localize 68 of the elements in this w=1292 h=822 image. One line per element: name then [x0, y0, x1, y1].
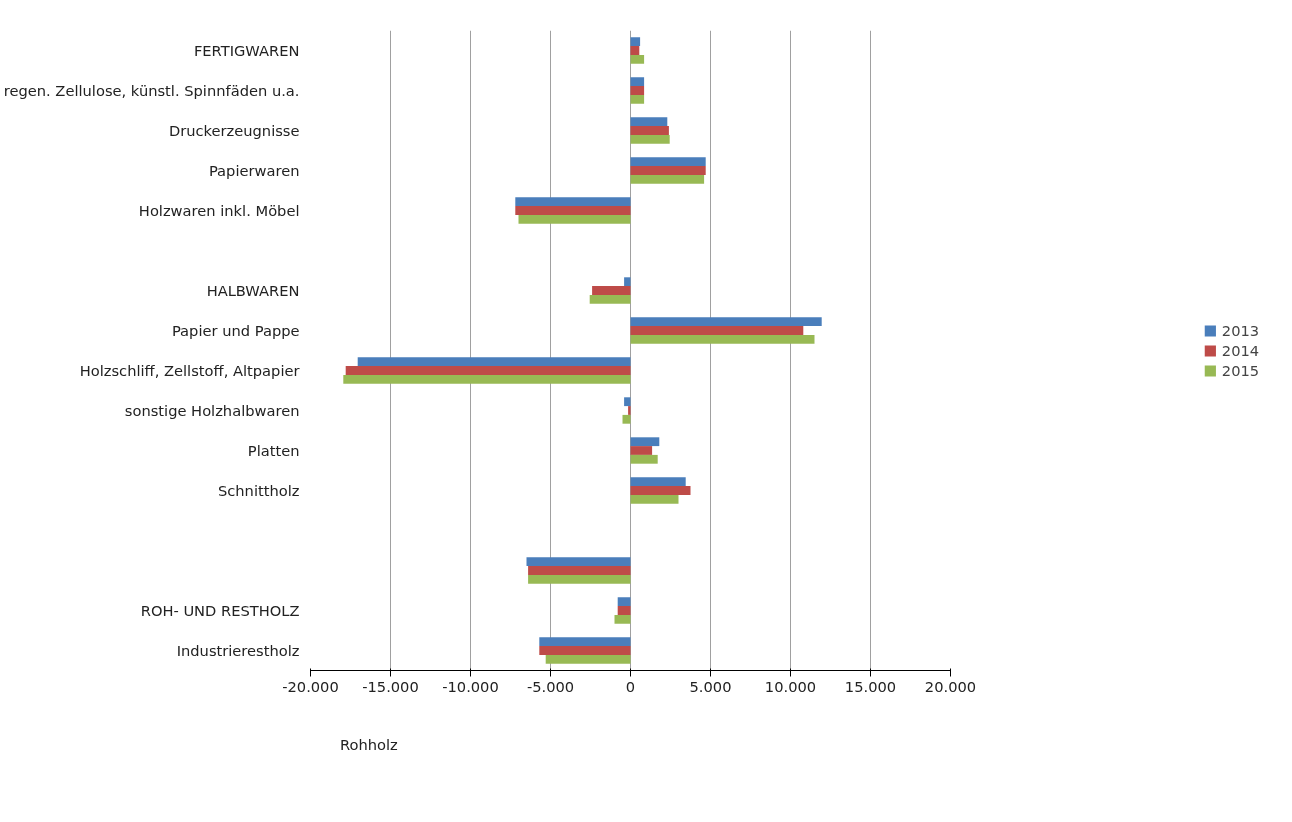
bar — [630, 37, 641, 47]
legend-label: 2014 — [1221, 341, 1260, 359]
legend-label: 2013 — [1221, 321, 1260, 339]
bar — [617, 597, 631, 607]
bar — [515, 206, 631, 215]
bar — [539, 637, 631, 647]
bar — [345, 366, 631, 375]
y-tick-label: Druckerzeugnisse — [168, 122, 300, 139]
bar — [630, 166, 706, 175]
x-tick-label: 20.000 — [924, 677, 977, 695]
bar — [545, 654, 631, 664]
y-tick-label: HALBWAREN — [206, 282, 300, 299]
bar — [624, 397, 631, 407]
bar — [630, 317, 822, 327]
bar — [630, 486, 691, 495]
y-tick-label: Industrierestholz — [176, 642, 300, 659]
bar — [630, 334, 815, 344]
y-tick-label: Platten — [247, 442, 300, 459]
bar — [630, 326, 804, 335]
bar — [630, 94, 645, 104]
bar — [630, 494, 679, 504]
bar — [528, 574, 631, 584]
legend-label: 2015 — [1221, 361, 1260, 379]
bar — [630, 174, 705, 184]
y-tick-label: Holzwaren inkl. Möbel — [138, 202, 300, 219]
y-tick-label: sonstige Holzhalbwaren — [124, 402, 300, 419]
y-tick-label: regen. Zellulose, künstl. Spinnfäden u.a. — [3, 82, 300, 99]
bar — [630, 437, 660, 447]
bar — [357, 357, 631, 367]
bar — [614, 614, 631, 624]
x-tick-label: 5.000 — [689, 677, 732, 695]
x-tick-label: -10.000 — [442, 677, 499, 695]
bar — [624, 277, 631, 287]
bar — [628, 406, 631, 415]
y-tick-label: Papierwaren — [208, 162, 300, 179]
y-tick-label: ROH- UND RESTHOLZ — [140, 602, 300, 619]
bar — [592, 286, 631, 295]
x-tick-label: 0 — [625, 677, 636, 695]
bar — [343, 374, 631, 384]
bar — [515, 197, 631, 207]
bar — [630, 446, 653, 455]
bar — [622, 414, 631, 424]
bar — [589, 294, 631, 304]
x-tick-label: -5.000 — [526, 677, 575, 695]
x-tick-label: 15.000 — [844, 677, 897, 695]
bar — [630, 46, 640, 55]
y-tick-label: FERTIGWAREN — [193, 42, 300, 59]
bar — [518, 214, 631, 224]
bar — [630, 86, 645, 95]
bar — [630, 477, 686, 487]
bar — [539, 646, 631, 655]
x-tick-label: -20.000 — [282, 677, 339, 695]
bar — [630, 126, 669, 135]
y-tick-label: Schnittholz — [217, 482, 300, 499]
bar — [630, 157, 706, 167]
x-tick-label: -15.000 — [362, 677, 419, 695]
bar — [630, 54, 645, 64]
y-tick-label: Holzschliff, Zellstoff, Altpapier — [79, 362, 301, 379]
bar — [630, 77, 645, 87]
text: Rohholz — [340, 735, 398, 755]
bar — [526, 557, 631, 567]
bar — [617, 606, 631, 615]
bar — [630, 454, 658, 464]
x-tick-label: 10.000 — [764, 677, 817, 695]
bar — [630, 117, 668, 127]
bar — [630, 134, 670, 144]
y-tick-label: Papier und Pappe — [171, 322, 300, 339]
bar — [528, 566, 631, 575]
